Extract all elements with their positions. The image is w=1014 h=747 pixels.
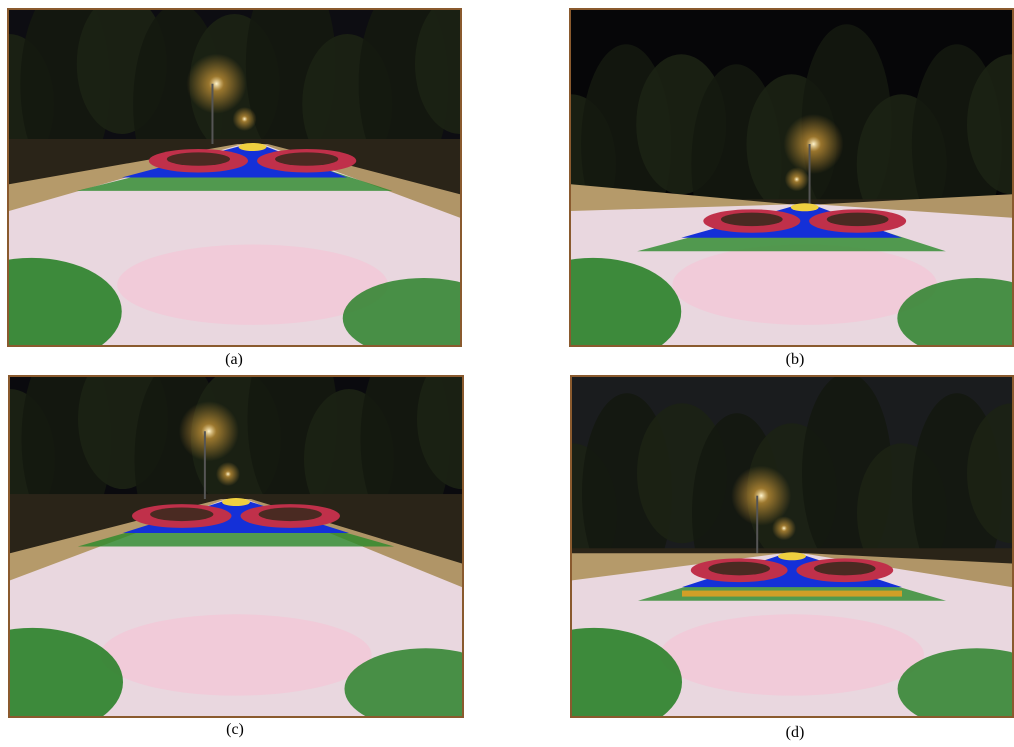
highlight	[100, 614, 371, 695]
yellow-core	[222, 498, 250, 506]
caption: (d)	[765, 724, 825, 742]
dark-core	[150, 508, 213, 522]
dark-core	[827, 213, 889, 226]
figure: (a) (b) (c) (d) (() => { const data = JS…	[0, 0, 1014, 747]
caption: (a)	[204, 351, 264, 369]
dark-core	[814, 562, 876, 576]
road-image	[8, 375, 464, 718]
dark-core	[167, 152, 230, 165]
street-light	[186, 54, 246, 114]
caption: (b)	[765, 351, 825, 369]
dark-core	[259, 508, 322, 522]
highlight	[672, 245, 937, 325]
road-image	[569, 8, 1014, 347]
street-light	[233, 107, 257, 131]
yellow-core	[791, 203, 819, 211]
orange-band	[682, 591, 902, 597]
highlight	[660, 614, 924, 695]
yellow-core	[778, 552, 806, 560]
caption: (c)	[205, 721, 265, 739]
street-light	[785, 167, 809, 191]
dark-core	[275, 152, 338, 165]
road-image	[570, 375, 1014, 718]
road-image	[7, 8, 462, 347]
street-light	[216, 462, 240, 486]
yellow-core	[239, 143, 267, 151]
street-light	[179, 401, 239, 461]
street-light	[784, 114, 844, 174]
dark-core	[721, 213, 783, 226]
street-light	[772, 516, 796, 540]
dark-core	[708, 562, 770, 576]
